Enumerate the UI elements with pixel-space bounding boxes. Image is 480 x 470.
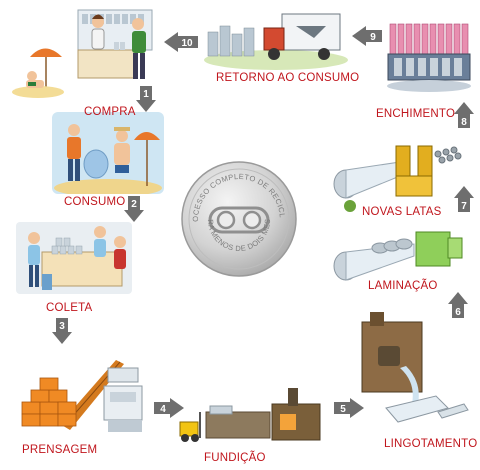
step-8-number: 8 — [461, 117, 467, 128]
step-10-arrow: 10 — [164, 32, 198, 52]
step-7-number: 7 — [461, 201, 467, 212]
step-10-number: 10 — [181, 38, 193, 49]
step-4-arrow: 4 — [154, 398, 184, 418]
step-9-number: 9 — [370, 32, 376, 43]
step-6-number: 6 — [455, 307, 461, 318]
prensagem-illustration — [20, 340, 148, 440]
step-5-arrow: 5 — [334, 398, 364, 418]
step-3-arrow: 3 — [52, 318, 72, 344]
step-7-arrow: 7 — [454, 186, 474, 212]
laminacao-illustration — [330, 226, 470, 288]
step-1-arrow: 1 — [136, 86, 156, 112]
step-9-label: ENCHIMENTO — [376, 108, 456, 120]
compra-illustration — [10, 2, 160, 102]
step-4-number: 4 — [160, 404, 166, 415]
step-9-arrow: 9 — [352, 26, 382, 46]
step-1-label: COMPRA — [84, 106, 136, 118]
step-8-arrow: 8 — [454, 102, 474, 128]
step-6-arrow: 6 — [448, 292, 468, 318]
step-1-number: 1 — [143, 89, 149, 100]
step-8-label: NOVAS LATAS — [362, 206, 442, 218]
step-2-number: 2 — [131, 199, 137, 210]
retorno-illustration — [204, 6, 350, 72]
step-5-label: FUNDIÇÃO — [204, 452, 266, 464]
lingotamento-illustration — [356, 312, 472, 430]
step-3-label: COLETA — [46, 302, 93, 314]
coleta-illustration — [12, 212, 136, 298]
step-5-number: 5 — [340, 404, 346, 415]
step-3-number: 3 — [59, 321, 65, 332]
center-coin: O PROCESSO COMPLETO DE RECICLAGEM DURA M… — [177, 153, 298, 278]
step-2-arrow: 2 — [124, 196, 144, 222]
enchimento-illustration — [384, 10, 474, 100]
recycle-emblem-icon — [208, 206, 270, 234]
consumo-illustration — [52, 112, 164, 197]
step-7-label: LAMINAÇÃO — [368, 280, 438, 292]
step-2-label: CONSUMO — [64, 196, 126, 208]
step-10-label: RETORNO AO CONSUMO — [216, 72, 360, 84]
fundicao-illustration — [176, 384, 326, 448]
step-4-label: PRENSAGEM — [22, 444, 98, 456]
step-6-label: LINGOTAMENTO — [384, 438, 478, 450]
novas-latas-illustration — [330, 138, 470, 214]
